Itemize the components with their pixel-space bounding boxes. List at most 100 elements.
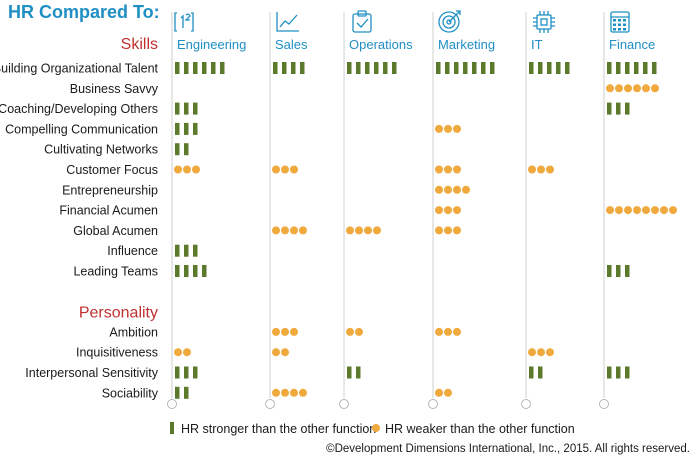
mark-weaker-customer-focus-it: [537, 165, 545, 174]
section-title-skills: Skills: [121, 36, 158, 53]
mark-stronger-building-organizational-talent-finance: [652, 62, 657, 74]
mark-weaker-customer-focus-marketing: [453, 165, 461, 174]
mark-stronger-building-organizational-talent-it: [565, 62, 570, 74]
mark-weaker-financial-acumen-finance: [624, 206, 632, 215]
row-label-inquisitiveness: Inquisitiveness: [76, 346, 158, 360]
row-label-customer-focus: Customer Focus: [66, 163, 158, 177]
mark-weaker-inquisitiveness-engineering: [183, 348, 191, 357]
mark-weaker-sociability-sales: [281, 388, 289, 397]
legend-item-weaker: HR weaker than the other function: [372, 422, 575, 436]
column-header-marketing: Marketing: [438, 37, 495, 52]
mark-stronger-building-organizational-talent-it: [547, 62, 552, 74]
legend-bar-swatch: [170, 422, 174, 434]
column-header-sales: Sales: [275, 37, 308, 52]
mark-weaker-business-savvy-finance: [642, 84, 650, 93]
row-label-building-organizational-talent: Building Organizational Talent: [0, 62, 159, 76]
legend: HR stronger than the other function HR w…: [170, 422, 575, 436]
mark-stronger-coaching-developing-others-engineering: [184, 102, 189, 115]
mark-stronger-coaching-developing-others-finance: [607, 102, 612, 115]
mark-stronger-coaching-developing-others-finance: [616, 102, 621, 115]
mark-weaker-inquisitiveness-it: [528, 348, 536, 357]
mark-stronger-interpersonal-sensitivity-it: [538, 366, 543, 379]
mark-weaker-ambition-operations: [346, 327, 354, 336]
row-label-sociability: Sociability: [102, 386, 159, 400]
mark-weaker-global-acumen-sales: [281, 226, 289, 235]
mark-stronger-interpersonal-sensitivity-finance: [616, 366, 621, 379]
mark-stronger-leading-teams-engineering: [202, 265, 207, 277]
chart-marks: [174, 62, 677, 399]
mark-stronger-cultivating-networks-engineering: [175, 143, 180, 156]
mark-stronger-leading-teams-finance: [616, 265, 621, 277]
mark-stronger-cultivating-networks-engineering: [184, 143, 189, 156]
mark-stronger-building-organizational-talent-operations: [383, 62, 388, 74]
mark-weaker-customer-focus-marketing: [444, 165, 452, 174]
column-header-finance: Finance: [609, 37, 655, 52]
mark-weaker-customer-focus-sales: [272, 165, 280, 174]
column-icons: [174, 10, 630, 33]
column-headers: Engineering Sales Operations Marketing IT Fin…: [177, 37, 655, 52]
mark-weaker-business-savvy-finance: [606, 84, 614, 93]
mark-stronger-sociability-engineering: [184, 386, 189, 399]
mark-stronger-interpersonal-sensitivity-engineering: [175, 366, 180, 379]
gridline-end-marker: [599, 399, 609, 409]
mark-weaker-customer-focus-sales: [281, 165, 289, 174]
mark-weaker-compelling-communication-marketing: [435, 124, 443, 133]
mark-stronger-building-organizational-talent-sales: [273, 62, 278, 74]
gridline-end-marker: [167, 399, 177, 409]
mark-stronger-building-organizational-talent-it: [556, 62, 561, 74]
mark-weaker-sociability-sales: [290, 388, 298, 397]
mark-weaker-global-acumen-sales: [272, 226, 280, 235]
mark-weaker-customer-focus-it: [528, 165, 536, 174]
mark-weaker-customer-focus-it: [546, 165, 554, 174]
mark-weaker-global-acumen-marketing: [453, 226, 461, 235]
row-label-cultivating-networks: Cultivating Networks: [44, 143, 158, 157]
mark-stronger-building-organizational-talent-operations: [374, 62, 379, 74]
mark-stronger-building-organizational-talent-engineering: [193, 62, 198, 74]
row-label-influence: Influence: [107, 244, 158, 258]
mark-stronger-building-organizational-talent-engineering: [211, 62, 216, 74]
mark-stronger-building-organizational-talent-finance: [625, 62, 630, 74]
mark-stronger-building-organizational-talent-marketing: [481, 62, 486, 74]
column-gridlines: [167, 12, 609, 409]
row-label-coaching-developing-others: Coaching/Developing Others: [0, 102, 158, 116]
mark-weaker-compelling-communication-marketing: [453, 124, 461, 133]
mark-stronger-leading-teams-finance: [625, 265, 630, 277]
mark-stronger-building-organizational-talent-finance: [616, 62, 621, 74]
mark-stronger-leading-teams-engineering: [193, 265, 198, 277]
mark-stronger-building-organizational-talent-it: [529, 62, 534, 74]
mark-weaker-customer-focus-engineering: [192, 165, 200, 174]
mark-weaker-ambition-operations: [355, 327, 363, 336]
mark-weaker-ambition-marketing: [444, 327, 452, 336]
mark-weaker-entrepreneurship-marketing: [435, 185, 443, 194]
mark-weaker-financial-acumen-finance: [615, 206, 623, 215]
mark-stronger-building-organizational-talent-finance: [643, 62, 648, 74]
mark-weaker-entrepreneurship-marketing: [462, 185, 470, 194]
mark-weaker-sociability-marketing: [435, 388, 443, 397]
mark-weaker-global-acumen-operations: [346, 226, 354, 235]
mark-weaker-compelling-communication-marketing: [444, 124, 452, 133]
mark-weaker-customer-focus-engineering: [174, 165, 182, 174]
calculator-icon: [610, 11, 630, 33]
mark-weaker-financial-acumen-marketing: [444, 206, 452, 215]
mark-weaker-customer-focus-sales: [290, 165, 298, 174]
mark-weaker-global-acumen-sales: [290, 226, 298, 235]
mark-stronger-building-organizational-talent-it: [538, 62, 543, 74]
mark-weaker-inquisitiveness-it: [546, 348, 554, 357]
row-label-interpersonal-sensitivity: Interpersonal Sensitivity: [25, 366, 158, 380]
row-label-entrepreneurship: Entrepreneurship: [62, 183, 158, 197]
mark-stronger-leading-teams-finance: [607, 265, 612, 277]
mark-weaker-financial-acumen-marketing: [453, 206, 461, 215]
mark-stronger-building-organizational-talent-marketing: [445, 62, 450, 74]
mark-stronger-interpersonal-sensitivity-it: [529, 366, 534, 379]
mark-weaker-sociability-sales: [299, 388, 307, 397]
row-label-leading-teams: Leading Teams: [73, 265, 158, 279]
mark-stronger-coaching-developing-others-engineering: [175, 102, 180, 115]
mark-stronger-building-organizational-talent-engineering: [220, 62, 225, 74]
mark-weaker-global-acumen-operations: [364, 226, 372, 235]
mark-stronger-interpersonal-sensitivity-engineering: [184, 366, 189, 379]
copyright-credit: ©Development Dimensions International, I…: [326, 443, 690, 455]
mark-weaker-business-savvy-finance: [651, 84, 659, 93]
mark-weaker-inquisitiveness-engineering: [174, 348, 182, 357]
mark-weaker-sociability-marketing: [444, 388, 452, 397]
mark-weaker-financial-acumen-finance: [642, 206, 650, 215]
